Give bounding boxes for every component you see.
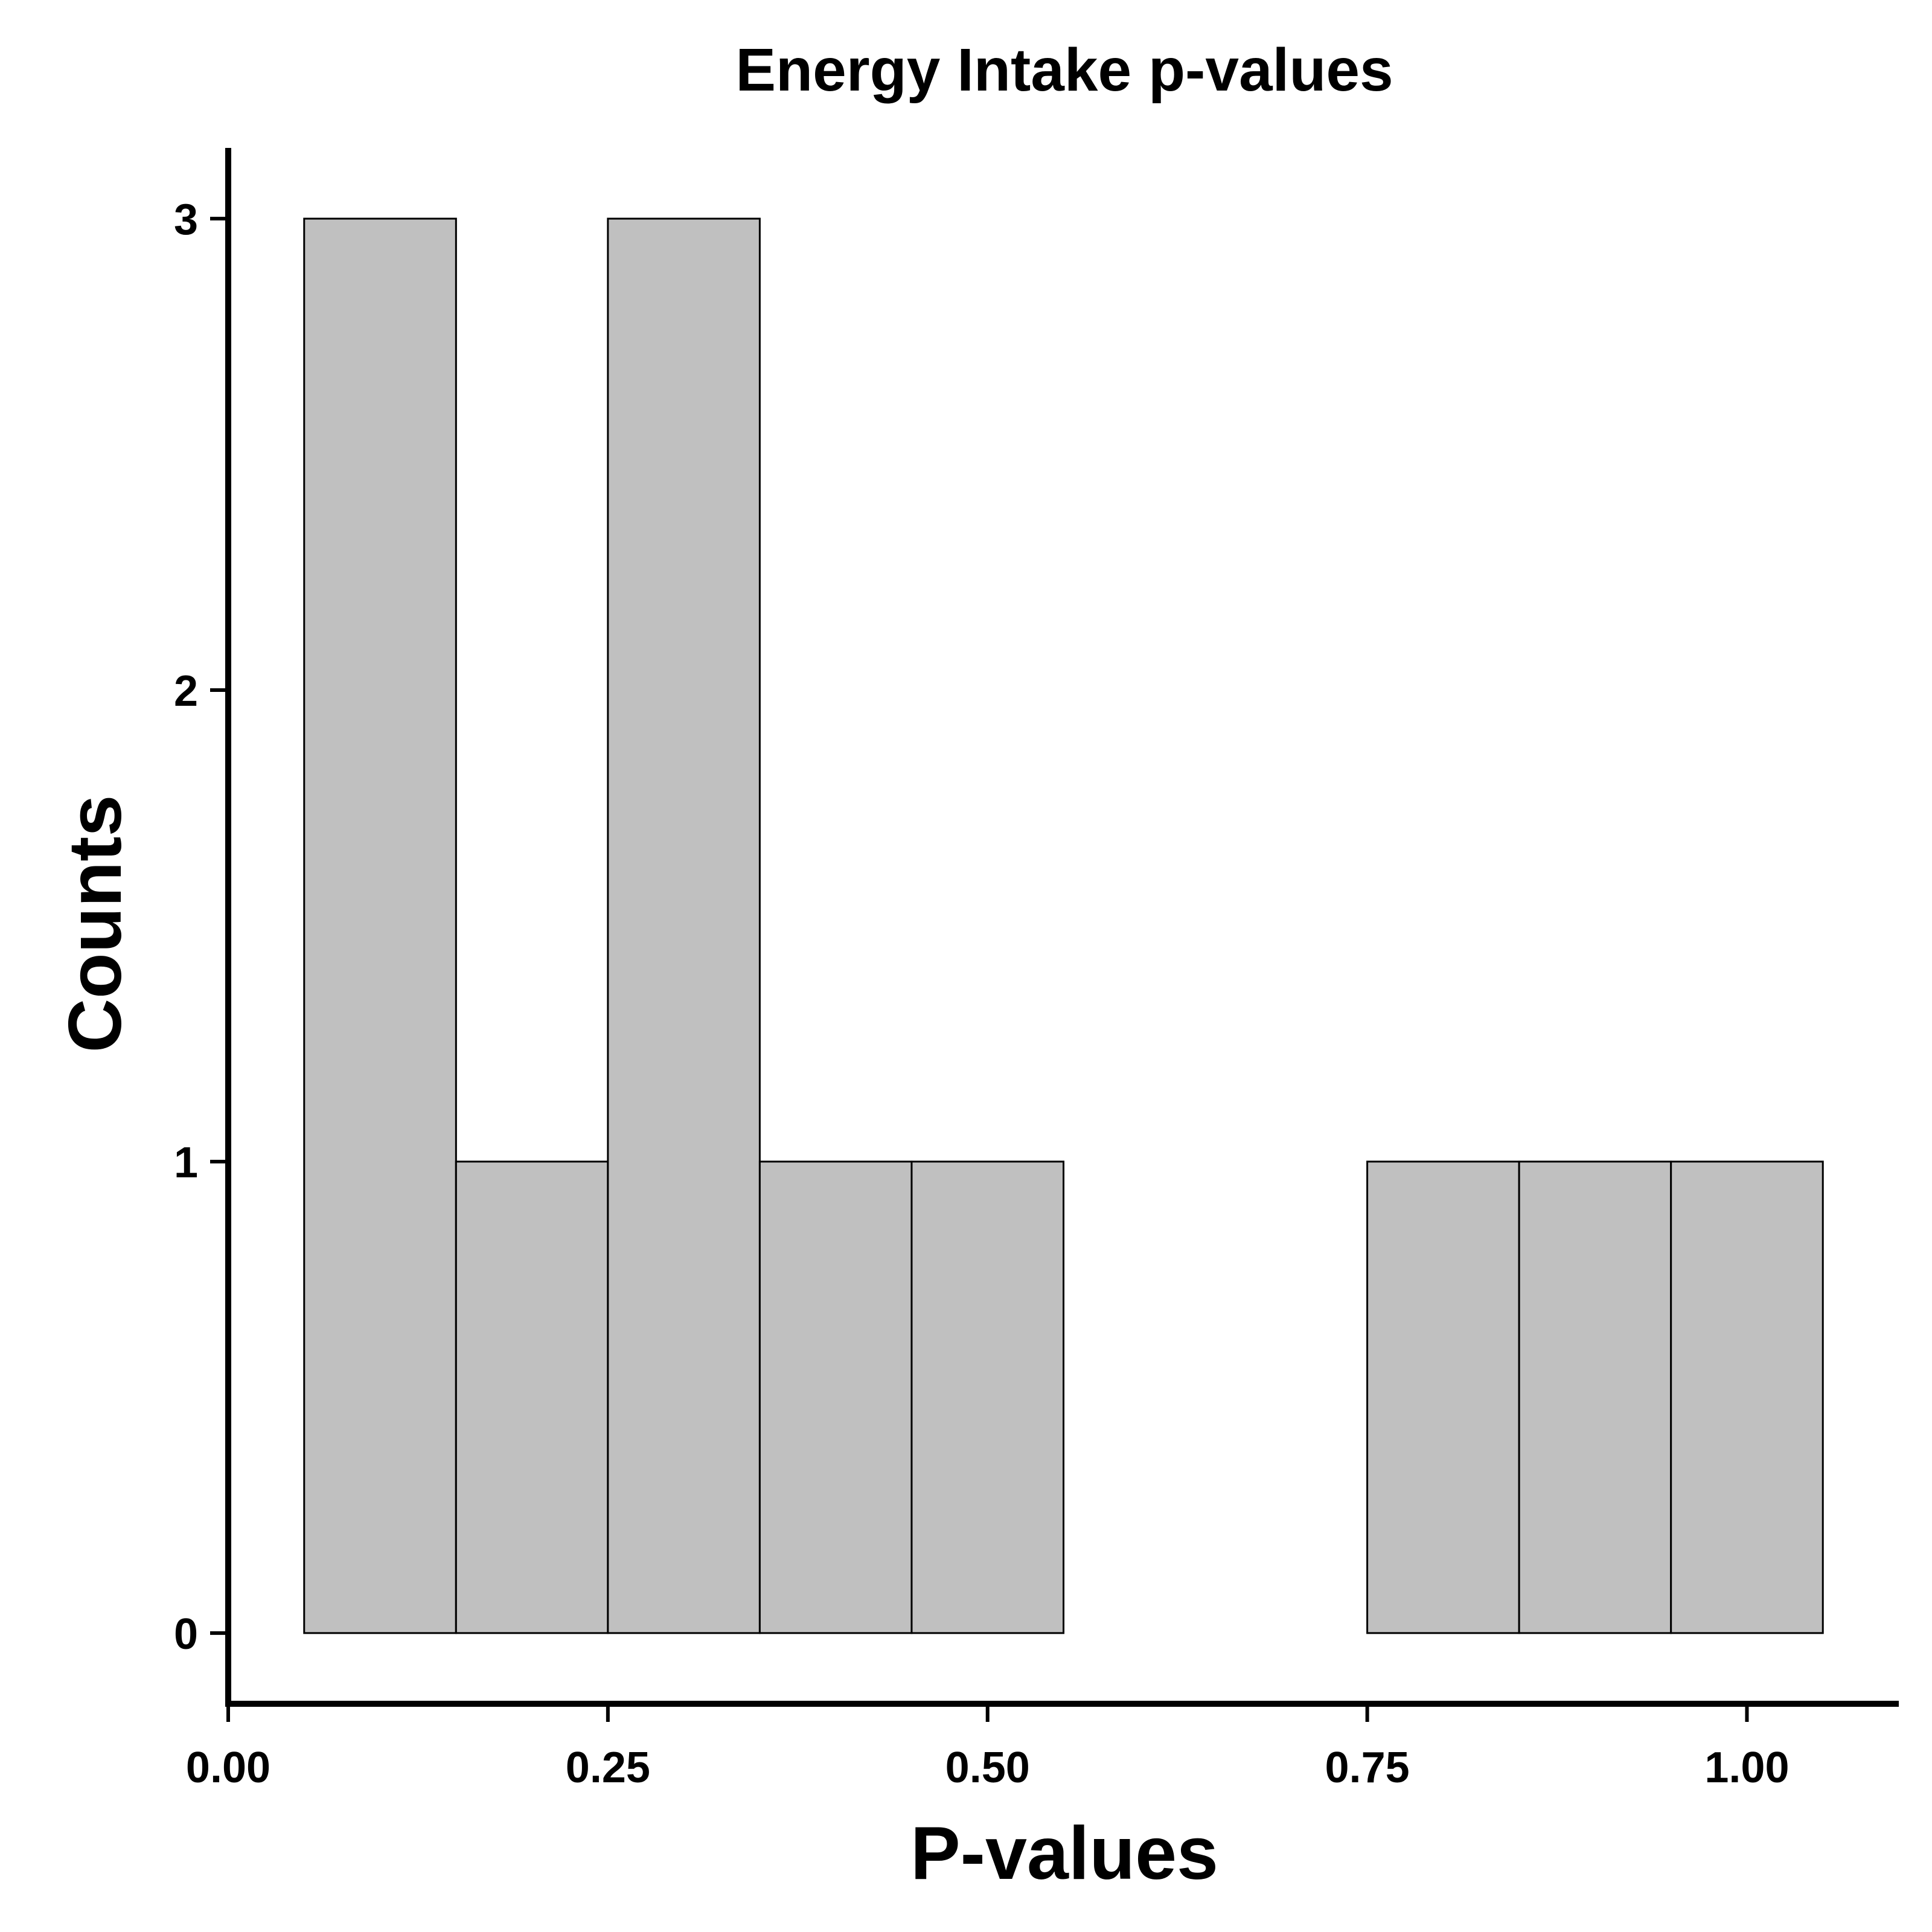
histogram-bar-8: [1518, 1160, 1672, 1634]
histogram-bar-9: [1670, 1160, 1824, 1634]
histogram-bar-3: [758, 1160, 913, 1634]
bars-group: [303, 217, 1824, 1634]
histogram-bar-1: [455, 1160, 609, 1634]
x-tick-label: 1.00: [1704, 1744, 1789, 1792]
y-tick-label: 2: [174, 667, 198, 715]
x-axis-title: P-values: [910, 1812, 1218, 1895]
histogram-bar-4: [910, 1160, 1065, 1634]
histogram-bar-0: [303, 217, 457, 1634]
x-tick-label: 0.25: [566, 1744, 650, 1792]
y-axis-ticks: 0 1 2 3: [174, 196, 228, 1659]
x-tick-label: 0.00: [186, 1744, 270, 1792]
histogram-bar-2: [607, 217, 761, 1634]
x-axis-ticks: 0.00 0.25 0.50 0.75 1.00: [186, 1704, 1790, 1792]
chart-title: Energy Intake p-values: [735, 36, 1393, 104]
x-tick-label: 0.50: [945, 1744, 1030, 1792]
y-tick-label: 3: [174, 196, 198, 244]
histogram-bar-7: [1366, 1160, 1520, 1634]
x-tick-label: 0.75: [1325, 1744, 1410, 1792]
y-tick-label: 1: [174, 1139, 198, 1187]
y-tick-label: 0: [174, 1610, 198, 1659]
y-axis-title: Counts: [54, 795, 137, 1052]
